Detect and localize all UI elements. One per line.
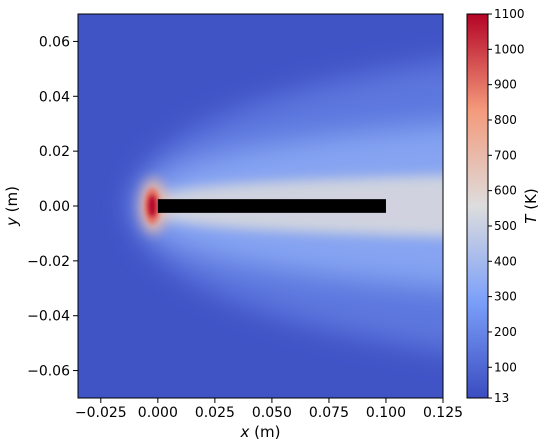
- plot-area: [78, 14, 443, 398]
- colorbar-tick-label: 1000: [494, 42, 525, 56]
- colorbar-tick-label: 900: [494, 78, 517, 92]
- x-tick-label: −0.025: [75, 405, 127, 421]
- x-axis-label: x (m): [240, 423, 281, 441]
- colorbar-tick-label: 13: [494, 391, 509, 405]
- x-tick-label: 0.025: [195, 405, 235, 421]
- colorbar-tick-label: 400: [494, 254, 517, 268]
- colorbar-tick-label: 300: [494, 290, 517, 304]
- x-tick-label: 0.000: [138, 405, 178, 421]
- colorbar-tick-label: 200: [494, 325, 517, 339]
- y-tick-label: 0.06: [39, 34, 70, 50]
- y-tick-label: 0.04: [39, 89, 70, 105]
- colorbar-tick-label: 800: [494, 113, 517, 127]
- x-tick-label: 0.125: [423, 405, 463, 421]
- y-tick-label: 0.02: [39, 144, 70, 160]
- colorbar-label: T (K): [522, 188, 540, 223]
- x-tick-label: 0.075: [309, 405, 349, 421]
- x-tick-label: 0.050: [252, 405, 292, 421]
- x-axis-ticks: −0.025 0.000 0.025 0.050 0.075 0.100 0.125: [75, 398, 463, 421]
- y-tick-label: −0.04: [27, 309, 70, 325]
- y-axis-ticks: 0.06 0.04 0.02 0.00 −0.02 −0.04 −0.06: [27, 34, 78, 380]
- y-tick-label: −0.06: [27, 364, 70, 380]
- solid-obstacle: [157, 199, 386, 213]
- colorbar-tick-label: 1100: [494, 7, 525, 21]
- colorbar-tick-label: 100: [494, 360, 517, 374]
- colorbar-tick-label: 600: [494, 184, 517, 198]
- y-tick-label: −0.02: [27, 254, 70, 270]
- hot-spot-core: [148, 195, 157, 217]
- y-tick-label: 0.00: [39, 199, 70, 215]
- colorbar-tick-label: 700: [494, 148, 517, 162]
- colorbar-ticks: 13 100 200 300 400 500 600 700 800 900 1000 1100: [488, 7, 525, 405]
- colorbar-tick-label: 500: [494, 219, 517, 233]
- colorbar: [466, 13, 489, 399]
- x-tick-label: 0.100: [366, 405, 406, 421]
- y-axis-label: y (m): [3, 186, 21, 227]
